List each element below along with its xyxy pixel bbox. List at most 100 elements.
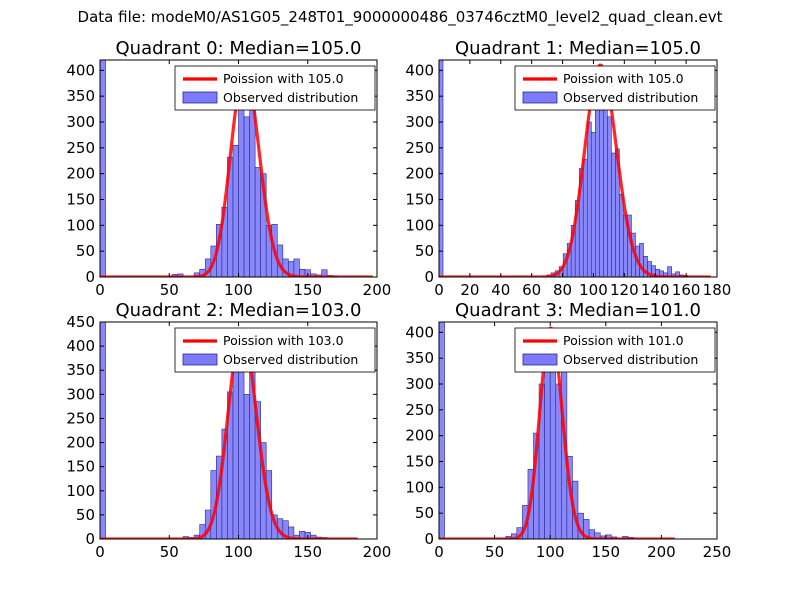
- quadrant-0-legend-line-label: Poission with 105.0: [223, 71, 344, 86]
- quadrant-3-y-tick-label: 400: [405, 323, 434, 341]
- quadrant-3-legend-line-label: Poission with 101.0: [563, 333, 684, 348]
- quadrant-3-y-tick-label: 300: [405, 375, 434, 393]
- quadrant-3-y-tick-label: 350: [405, 349, 434, 367]
- quadrant-2-y-tick-label: 250: [66, 409, 95, 427]
- quadrant-1-histogram-bar: [590, 132, 596, 277]
- quadrant-1-y-tick-label: 300: [405, 113, 434, 131]
- quadrant-2-y-tick-label: 300: [66, 385, 95, 403]
- quadrant-3-y-tick-label: 100: [405, 478, 434, 496]
- quadrant-1-x-tick-label: 20: [460, 281, 479, 299]
- quadrant-0-y-tick-label: 300: [66, 113, 95, 131]
- quadrant-1-histogram-bar: [607, 116, 612, 277]
- quadrant-3-y-tick-label: 150: [405, 453, 434, 471]
- quadrant-1-y-tick-label: 150: [405, 191, 434, 209]
- quadrant-0-chart: 0 50 100 150 200 0 50 100 150 200 250 300 350 400 Quad…: [66, 38, 391, 299]
- quadrant-1-legend: Poission with 105.0 Observed distribution: [514, 65, 716, 111]
- quadrant-1-y-tick-label: 100: [405, 216, 434, 234]
- quadrant-3-legend-bar-swatch: [522, 353, 558, 366]
- quadrant-2-legend-bar-swatch: [182, 353, 218, 366]
- quadrant-1-histogram-bar: [439, 60, 444, 277]
- quadrant-2-histogram-bar: [100, 322, 106, 539]
- quadrant-3-y-tick-label: 200: [405, 427, 434, 445]
- quadrant-0-x-tick-label: 200: [363, 281, 392, 299]
- quadrant-1-x-tick-label: 100: [579, 281, 608, 299]
- quadrant-1-axes-frame: [438, 59, 718, 278]
- quadrant-2-histogram-bar: [288, 526, 295, 539]
- quadrant-2-histogram-bar: [238, 348, 245, 539]
- quadrant-0-histogram-bar: [243, 116, 250, 277]
- quadrant-2-y-tick-label: 350: [66, 361, 95, 379]
- quadrant-1-y-tick-label: 350: [405, 87, 434, 105]
- quadrant-1-y-tick-label: 400: [405, 61, 434, 79]
- quadrant-3-y-tick-label: 50: [415, 504, 434, 522]
- quadrant-3-x-tick-label: 250: [703, 543, 732, 561]
- quadrant-2-y-tick-label: 150: [66, 458, 95, 476]
- quadrant-3-x-tick-label: 50: [485, 543, 504, 561]
- quadrant-3-y-tick-label: 250: [405, 401, 434, 419]
- quadrant-3-title: Quadrant 3: Median=101.0: [455, 300, 701, 321]
- quadrant-1-x-tick-label: 120: [610, 281, 639, 299]
- quadrant-3-x-tick-label: 100: [536, 543, 565, 561]
- quadrant-0-x-tick-label: 150: [293, 281, 322, 299]
- quadrant-1-histogram-bar: [582, 158, 588, 277]
- quadrant-3-x-tick-label: 200: [647, 543, 676, 561]
- quadrant-0-title: Quadrant 0: Median=105.0: [116, 38, 362, 59]
- quadrant-1-histogram-bar: [611, 152, 616, 277]
- quadrant-0-y-tick-label: 400: [66, 61, 95, 79]
- quadrant-0-legend-bar-label: Observed distribution: [223, 90, 358, 105]
- quadrant-3-histogram-bar: [544, 357, 551, 539]
- quadrant-3-x-tick-label: 0: [434, 543, 444, 561]
- quadrant-2-title: Quadrant 2: Median=103.0: [116, 300, 362, 321]
- quadrant-3-x-tick-label: 150: [591, 543, 620, 561]
- quadrant-1-x-tick-label: 60: [522, 281, 541, 299]
- quadrant-1-histogram-bar: [586, 121, 592, 277]
- quadrant-1-x-tick-label: 80: [553, 281, 572, 299]
- quadrant-0-histogram-bar: [232, 144, 239, 277]
- quadrant-2-poisson-curve: [100, 329, 358, 539]
- quadrant-0-y-tick-label: 50: [76, 242, 95, 260]
- quadrant-1-legend-bar-label: Observed distribution: [563, 90, 698, 105]
- quadrant-1-x-tick-label: 0: [434, 281, 444, 299]
- quadrant-0-x-tick-label: 100: [224, 281, 253, 299]
- quadrant-2-y-tick-label: 450: [66, 313, 95, 331]
- quadrant-2-legend-line-label: Poission with 103.0: [223, 333, 344, 348]
- quadrant-1-x-tick-label: 180: [703, 281, 732, 299]
- quadrant-1-x-tick-label: 160: [672, 281, 701, 299]
- quadrant-0-y-tick-label: 150: [66, 191, 95, 209]
- quadrant-0-y-tick-label: 200: [66, 165, 95, 183]
- quadrant-1-y-tick-label: 0: [424, 268, 434, 286]
- quadrant-2-y-tick-label: 100: [66, 482, 95, 500]
- quadrant-2-x-tick-label: 100: [224, 543, 253, 561]
- quadrant-3-chart: 0 50 100 150 200 250 0 50 100 150 200 250 300 350 400 Q…: [405, 300, 731, 561]
- quadrant-1-y-tick-label: 250: [405, 139, 434, 157]
- quadrant-0-x-tick-label: 50: [160, 281, 179, 299]
- quadrant-1-y-tick-label: 200: [405, 165, 434, 183]
- quadrant-0-histogram-bar: [100, 60, 106, 277]
- quadrant-2-x-tick-label: 200: [363, 543, 392, 561]
- quadrant-1-x-tick-label: 40: [491, 281, 510, 299]
- quadrant-0-y-tick-label: 350: [66, 87, 95, 105]
- quadrant-2-y-tick-label: 0: [85, 530, 95, 548]
- quadrant-1-histogram-bar: [667, 266, 672, 277]
- quadrant-3-histogram-bar: [439, 322, 445, 539]
- quadrant-0-legend-bar-swatch: [182, 91, 218, 104]
- quadrant-0-y-tick-label: 250: [66, 139, 95, 157]
- quadrant-1-histogram-bar: [599, 108, 604, 277]
- quadrant-1-legend-line-label: Poission with 105.0: [563, 71, 684, 86]
- quadrant-0-legend: Poission with 105.0 Observed distribution: [174, 65, 376, 111]
- quadrant-0-histogram-bar: [249, 101, 256, 277]
- quadrant-0-histogram-bar: [293, 258, 300, 277]
- quadrant-2-legend: Poission with 103.0 Observed distribution: [174, 327, 376, 373]
- quadrant-1-chart: 0 20 40 60 80 100 120 140 160 1800501001502002503…: [405, 38, 731, 299]
- quadrant-1-x-tick-label: 140: [641, 281, 670, 299]
- quadrant-2-histogram-bar: [232, 369, 239, 539]
- quadrant-1-legend-bar-swatch: [522, 91, 558, 104]
- quadrant-3-axes-frame: [438, 321, 718, 540]
- quadrant-2-legend-bar-label: Observed distribution: [223, 352, 358, 367]
- quadrant-2-chart: 0 50 100 150 200 0 50 100 150 200 250 300 350 400 450 Q…: [66, 300, 391, 561]
- quadrant-2-x-tick-label: 0: [95, 543, 105, 561]
- quadrant-0-y-tick-label: 100: [66, 216, 95, 234]
- quadrant-1-histogram-bar: [619, 194, 624, 277]
- quadrant-1-histogram-bar: [639, 243, 644, 277]
